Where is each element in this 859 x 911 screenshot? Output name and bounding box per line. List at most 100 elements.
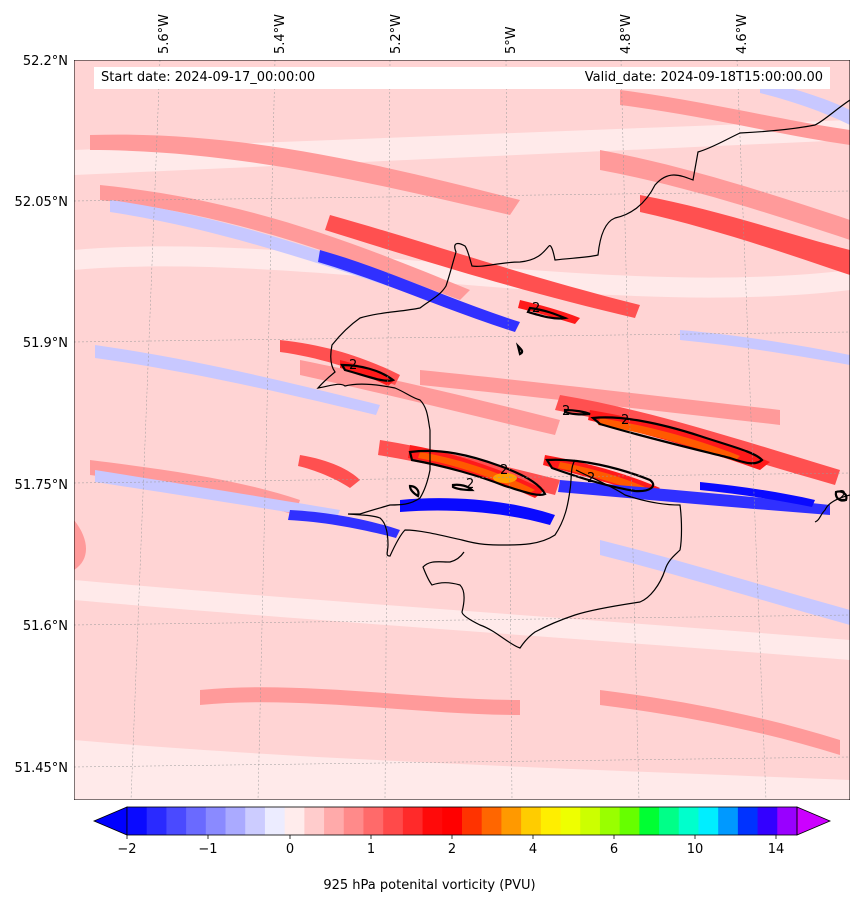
pv-mid-streak [200,687,520,715]
colorbar-bin [343,807,365,835]
pv-amber-core [493,473,517,483]
colorbar-bin [462,807,483,835]
lon-gridline [505,60,513,800]
contour-label: 2 [500,463,508,478]
colorbar-bin [146,807,168,835]
pv-background [74,60,850,800]
pv-contour-labels: 2 2 2 2 2 2 2 2 [349,301,846,504]
colorbar-bin [422,807,443,835]
pv-mid-streak [74,520,86,570]
contour-label: 2 [621,413,629,428]
lon-label: 5°W [504,26,519,54]
contour-label: 2 [587,471,595,486]
pv-pale-blue-streak [680,330,850,365]
lat-label: 52.2°N [23,54,68,69]
pv-contour [590,416,764,465]
colorbar-tick-label: −1 [198,842,217,857]
lon-gridline [384,60,391,800]
colorbar-bin [442,807,463,835]
pv-contour [408,449,547,496]
pv-strong-streak [640,195,850,275]
lat-gridline [74,472,850,484]
colorbar-bins [127,807,798,835]
pv-mid-streak [620,90,850,145]
lat-axis: 52.2°N 52.05°N 51.9°N 51.75°N 51.6°N 51.… [15,54,68,776]
colorbar-bin [580,807,601,835]
colorbar-bin [777,807,798,835]
colorbar-tick-label: −2 [117,842,136,857]
lat-gridline [74,190,850,202]
colorbar-bin [324,807,345,835]
colorbar-tick-label: 14 [768,842,785,857]
pv-2-contours [340,306,848,502]
colorbar-bin [737,807,759,835]
lon-label: 4.8°W [619,14,634,54]
colorbar-tick-label: 4 [529,842,537,857]
contour-label: 2 [838,489,846,504]
gridlines [74,60,850,800]
start-date: Start date: 2024-09-17_00:00:00 [101,70,316,85]
pv-strong-streak [298,455,360,488]
colorbar-bin [166,807,187,835]
contour-label: 2 [562,404,570,419]
lat-label: 51.75°N [15,478,68,493]
pv-contour [526,306,569,320]
colorbar-bin [245,807,266,835]
lon-label: 5.2°W [389,14,404,54]
coastline-north [316,99,850,557]
lat-gridline [74,331,850,343]
colorbar-tick-label: 1 [367,842,375,857]
colorbar-label: 925 hPa potenital vorticity (PVU) [323,878,536,893]
pv-contour [451,483,475,492]
lon-axis: 5.6°W 5.4°W 5.2°W 5°W 4.8°W 4.6°W [157,14,750,54]
colorbar-bin [639,807,660,835]
pv-orange-cores [418,418,740,494]
colorbar-frame [126,806,798,836]
pv-orange-core [418,452,535,494]
pv-orange-core [558,462,645,491]
coastline [316,99,850,649]
colorbar-bin [678,807,700,835]
lon-label: 5.4°W [273,14,288,54]
pv-blue-streaks [95,80,850,625]
lat-gridline [74,614,850,626]
colorbar-bin [402,807,424,835]
pv-blue-streak [288,510,400,538]
coastline-east [814,494,850,523]
colorbar-tick-label: 2 [448,842,456,857]
pv-blue-streak [318,250,520,332]
colorbar-bin [284,807,305,835]
pv-contour [545,458,655,493]
pv-orange-core [598,418,740,461]
pv-mid-streaks [74,90,850,755]
pv-contour [515,342,524,356]
colorbar-bin [363,807,384,835]
pv-contour [340,363,396,382]
lat-label: 51.9°N [23,336,68,351]
pv-contour [408,484,420,498]
colorbar-tick-label: 6 [610,842,618,857]
colorbar-bin [619,807,640,835]
colorbar: −2 −1 0 1 2 4 6 10 14 [92,806,832,857]
colorbar-bin [501,807,522,835]
colorbar-ticks: −2 −1 0 1 2 4 6 10 14 [117,835,784,857]
coastline-south [422,469,683,649]
lat-label: 52.05°N [15,195,68,210]
colorbar-tick-label: 10 [687,842,704,857]
date-header: Start date: 2024-09-17_00:00:00 Valid_da… [94,67,830,89]
lon-gridline [736,60,767,800]
pv-pale-blue-streak [760,80,850,125]
pv-deep-blue-streak [400,498,555,525]
colorbar-over-arrow [796,806,832,836]
contour-label: 2 [349,358,357,373]
pv-pale-blue-streak [95,345,380,415]
colorbar-bin [698,807,719,835]
colorbar-bin [599,807,621,835]
pv-mid-streak [600,150,850,240]
contour-label: 2 [466,477,474,492]
colorbar-bin [560,807,581,835]
colorbar-bin [540,807,562,835]
lat-gridline [74,756,850,768]
